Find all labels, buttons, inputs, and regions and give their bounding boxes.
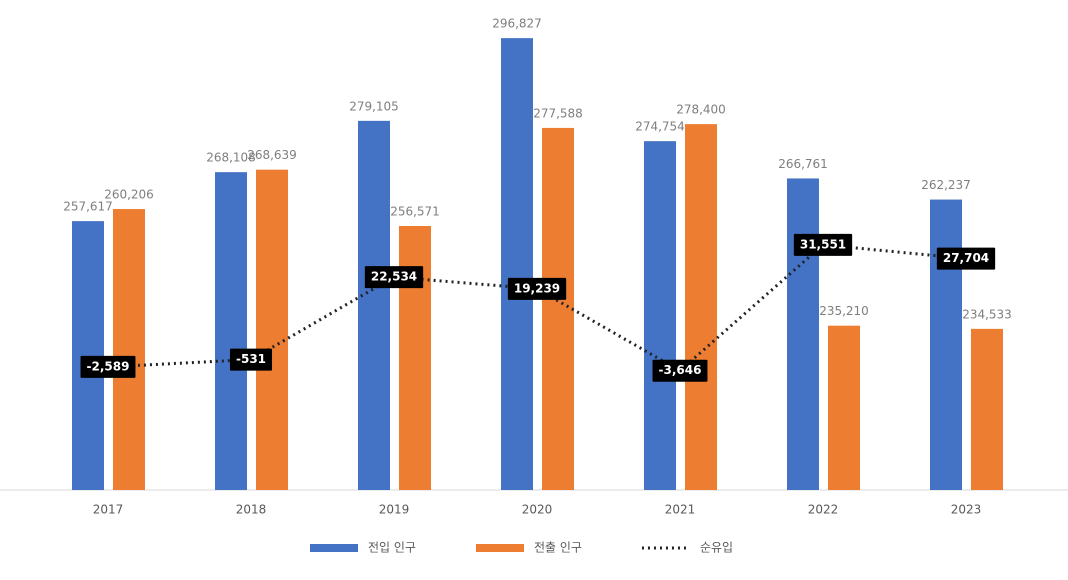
label-box [793,233,853,256]
legend-swatch [475,544,524,552]
legend-label: 전입 인구 [368,541,416,555]
bar [399,226,431,490]
value-label: 19,239 [514,281,560,295]
bar [828,325,860,490]
value-label: 262,237 [921,178,971,192]
value-label: 279,105 [349,99,399,113]
bar [930,199,962,490]
net-label: 22,534 [364,266,424,289]
bar [501,38,533,491]
label-box [652,359,708,382]
x-tick-label: 2017 [93,503,124,517]
net-label: -531 [229,348,273,371]
bar [72,221,104,490]
legend-label: 전출 인구 [534,541,582,555]
bar [358,120,390,491]
value-label: 31,551 [800,237,846,251]
net-label: -3,646 [652,359,708,382]
value-label: 277,588 [533,106,583,120]
value-label: 268,639 [247,148,297,162]
value-label: 22,534 [371,270,417,284]
value-label: 257,617 [63,200,113,214]
bar [971,328,1003,490]
x-tick-label: 2020 [522,503,553,517]
value-label: 278,400 [676,103,726,117]
net-label: 31,551 [793,233,853,256]
value-label: 268,108 [206,151,256,165]
label-box [936,247,996,270]
value-label: 27,704 [943,251,989,265]
bar [215,172,247,491]
x-tick-label: 2019 [379,503,410,517]
bar [644,141,676,490]
value-label: -3,646 [659,363,702,377]
net-label: -2,589 [80,355,136,378]
value-label: 260,206 [104,188,154,202]
bar [113,209,145,490]
value-label: 274,754 [635,120,685,134]
label-box [80,355,136,378]
label-box [229,348,273,371]
value-label: 266,761 [778,157,828,171]
value-label: 256,571 [390,205,440,219]
x-tick-label: 2023 [951,503,982,517]
net-label: 27,704 [936,247,996,270]
x-tick-label: 2018 [236,503,267,517]
value-label: 235,210 [819,304,869,318]
x-tick-label: 2022 [808,503,839,517]
bar [542,127,574,490]
legend-swatch [310,544,358,552]
value-label: 296,827 [492,17,542,31]
bar [787,178,819,490]
legend-label: 순유입 [700,541,733,555]
value-label: -531 [236,352,266,366]
bar [685,124,717,490]
net-label: 19,239 [507,277,567,300]
label-box [507,277,567,300]
label-box [364,266,424,289]
bar [256,169,288,490]
value-label: -2,589 [87,359,130,373]
value-label: 234,533 [962,307,1012,321]
x-tick-label: 2021 [665,503,696,517]
